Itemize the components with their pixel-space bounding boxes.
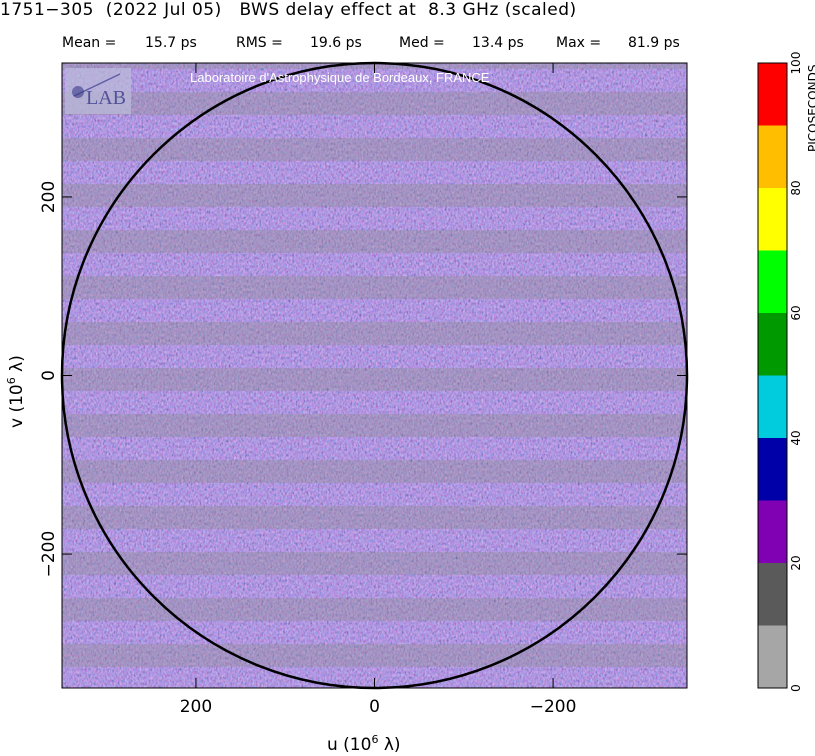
colorbar-segment	[758, 125, 787, 188]
y-axis-label-prefix: v (10	[7, 384, 27, 428]
colorbar-tick-label: 100	[789, 52, 803, 75]
x-axis-label-exponent: 6	[371, 733, 378, 746]
stat-rms-label: RMS =	[236, 35, 283, 51]
lab-logo-text: LAB	[86, 87, 126, 109]
colorbar-tick-label: 40	[789, 430, 803, 445]
y-tick-label: 200	[39, 181, 59, 213]
y-tick-label: 0	[39, 370, 59, 381]
x-axis-label-suffix: λ)	[378, 735, 400, 755]
heatmap-stripes	[62, 63, 687, 688]
colorbar-tick-label: 20	[789, 555, 803, 570]
watermark-text: Laboratoire d'Astrophysique de Bordeaux,…	[190, 70, 490, 85]
colorbar-frame	[757, 62, 788, 689]
colorbar-segment	[758, 63, 787, 126]
colorbar-segment	[758, 188, 787, 251]
x-tick-label: −200	[530, 697, 577, 717]
y-axis-label: v (106 λ)	[5, 355, 27, 428]
plot-area	[60, 61, 689, 690]
stat-rms-value: 19.6 ps	[310, 35, 362, 51]
x-axis: 200 0 −200	[180, 63, 577, 717]
colorbar	[757, 62, 788, 689]
lab-logo: LAB	[65, 68, 131, 114]
stat-med-value: 13.4 ps	[472, 35, 524, 51]
x-tick-label: 0	[369, 697, 380, 717]
chart-title: 1751−305 (2022 Jul 05) BWS delay effect …	[0, 0, 577, 20]
y-tick-label: −200	[39, 531, 59, 578]
stat-max-value: 81.9 ps	[628, 35, 680, 51]
colorbar-segment	[758, 563, 787, 626]
stat-max-label: Max =	[556, 35, 602, 51]
colorbar-title: PICOSECONDS	[806, 65, 815, 152]
colorbar-segment	[758, 438, 787, 501]
colorbar-ticks: 0 20 40 60 80 100	[789, 52, 803, 692]
colorbar-segment	[758, 375, 787, 438]
y-axis-label-suffix: λ)	[7, 355, 27, 377]
stat-mean-label: Mean =	[62, 35, 117, 51]
stat-mean-value: 15.7 ps	[145, 35, 197, 51]
stat-med-label: Med =	[399, 35, 445, 51]
y-axis-label-exponent: 6	[5, 377, 18, 384]
colorbar-tick-label: 80	[789, 180, 803, 195]
x-tick-label: 200	[180, 697, 212, 717]
colorbar-tick-label: 60	[789, 305, 803, 320]
colorbar-tick-label: 0	[789, 684, 803, 692]
x-axis-label-prefix: u (10	[327, 735, 371, 755]
y-axis: 200 0 −200	[39, 181, 687, 578]
x-axis-label: u (106 λ)	[327, 733, 401, 755]
colorbar-segment	[758, 625, 787, 688]
colorbar-segment	[758, 313, 787, 376]
colorbar-segment	[758, 250, 787, 313]
colorbar-segment	[758, 500, 787, 563]
